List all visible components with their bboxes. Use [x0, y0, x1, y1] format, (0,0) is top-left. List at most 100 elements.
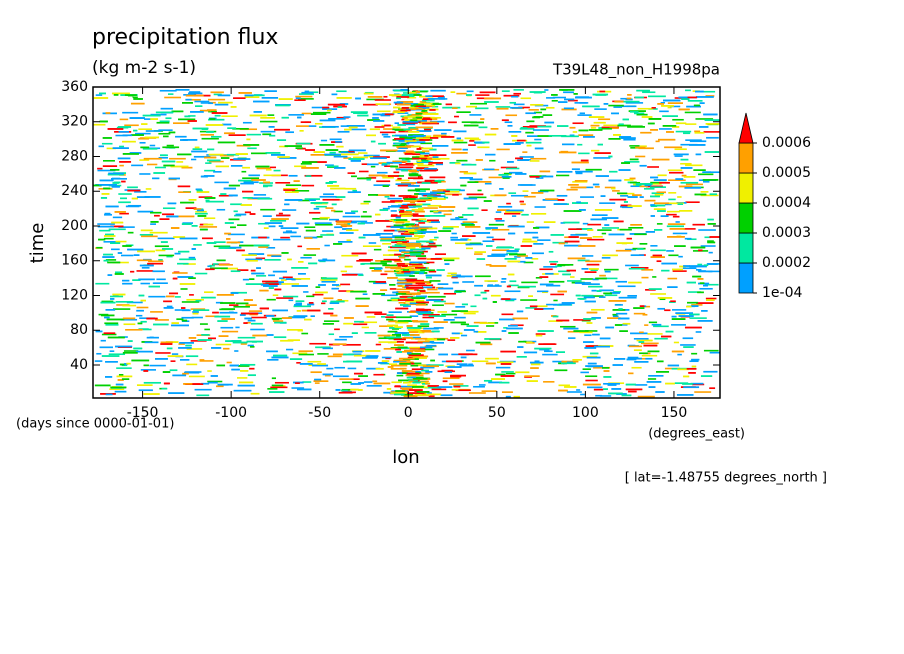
shade-cell	[195, 188, 202, 191]
shade-cell	[323, 193, 334, 196]
shade-cell	[149, 364, 166, 367]
shade-cell	[266, 334, 274, 336]
shade-cell	[499, 381, 510, 384]
shade-cell	[101, 193, 110, 195]
shade-cell	[336, 97, 352, 99]
shade-cell	[278, 212, 283, 215]
shade-cell	[417, 164, 435, 167]
shade-cell	[451, 388, 459, 391]
shade-cell	[466, 349, 475, 352]
shade-cell	[195, 210, 207, 213]
shade-cell	[630, 224, 642, 226]
shade-cell	[700, 375, 713, 377]
shade-cell	[376, 180, 391, 183]
shade-cell	[531, 252, 544, 255]
shade-cell	[397, 112, 409, 114]
shade-cell	[457, 275, 473, 278]
shade-cell	[380, 273, 388, 276]
shade-cell	[407, 91, 417, 94]
shade-cell	[482, 240, 495, 243]
shade-cell	[379, 131, 396, 134]
shade-cell	[464, 163, 477, 166]
shade-cell	[230, 292, 239, 294]
shade-cell	[252, 334, 268, 337]
shade-cell	[421, 247, 431, 250]
shade-cell	[336, 145, 344, 148]
shade-cell	[647, 350, 660, 353]
shade-cell	[197, 339, 212, 341]
shade-cell	[188, 277, 196, 279]
shade-cell	[116, 375, 133, 378]
shade-cell	[654, 193, 664, 196]
shade-cell	[244, 211, 251, 214]
shade-cell	[691, 352, 698, 355]
shade-cell	[424, 348, 435, 351]
shade-cell	[407, 185, 420, 187]
shade-cell	[276, 214, 291, 217]
shade-cell	[661, 269, 670, 272]
shade-cell	[444, 371, 453, 373]
shade-cell	[709, 387, 716, 390]
shade-cell	[422, 365, 439, 368]
shade-cell	[95, 94, 103, 96]
shade-cell	[123, 323, 136, 326]
shade-cell	[652, 276, 657, 278]
shade-cell	[453, 130, 467, 133]
shade-cell	[578, 209, 586, 211]
shade-cell	[396, 341, 404, 343]
shade-cell	[386, 318, 394, 321]
shade-cell	[696, 302, 714, 304]
shade-cell	[400, 89, 409, 91]
shade-cell	[550, 234, 564, 236]
shade-cell	[332, 353, 347, 356]
shade-cell	[313, 380, 329, 382]
shade-cell	[99, 229, 111, 232]
shade-cell	[587, 223, 602, 226]
shade-cell	[99, 92, 106, 95]
shade-cell	[411, 297, 425, 299]
shade-cell	[417, 340, 430, 343]
shade-cell	[591, 317, 601, 319]
shade-cell	[105, 393, 113, 396]
shade-cell	[273, 354, 288, 357]
shade-cell	[445, 365, 455, 367]
shade-cell	[320, 139, 328, 142]
shade-cell	[417, 292, 429, 294]
shade-cell	[102, 165, 118, 167]
shade-cell	[484, 182, 492, 185]
shade-cell	[435, 163, 444, 166]
shade-cell	[133, 347, 143, 350]
shade-cell	[163, 135, 169, 138]
shade-cell	[379, 209, 389, 211]
shade-cell	[695, 331, 702, 333]
shade-cell	[419, 290, 426, 292]
shade-cell	[409, 389, 423, 391]
shade-cell	[162, 146, 180, 149]
shade-cell	[625, 264, 639, 267]
shade-cell	[694, 391, 712, 393]
shade-cell	[674, 382, 689, 385]
shade-cell	[418, 218, 427, 221]
shade-cell	[426, 220, 431, 223]
shade-cell	[144, 136, 159, 139]
shade-cell	[660, 101, 666, 104]
shade-cell	[672, 215, 680, 218]
shade-cell	[651, 158, 670, 161]
shade-cell	[127, 231, 134, 234]
shade-cell	[306, 295, 315, 298]
shade-cell	[414, 105, 433, 108]
shade-cell	[667, 102, 683, 104]
shade-cell	[337, 106, 343, 108]
shade-cell	[365, 356, 378, 358]
shade-cell	[140, 299, 146, 302]
shade-cell	[414, 235, 423, 237]
shade-cell	[533, 116, 544, 118]
shade-cell	[115, 271, 123, 274]
shade-cell	[300, 121, 312, 123]
shade-cell	[138, 294, 145, 297]
shade-cell	[226, 153, 239, 156]
shade-cell	[158, 254, 175, 257]
shade-cell	[587, 295, 604, 297]
shade-cell	[221, 330, 239, 333]
shade-cell	[573, 93, 578, 95]
